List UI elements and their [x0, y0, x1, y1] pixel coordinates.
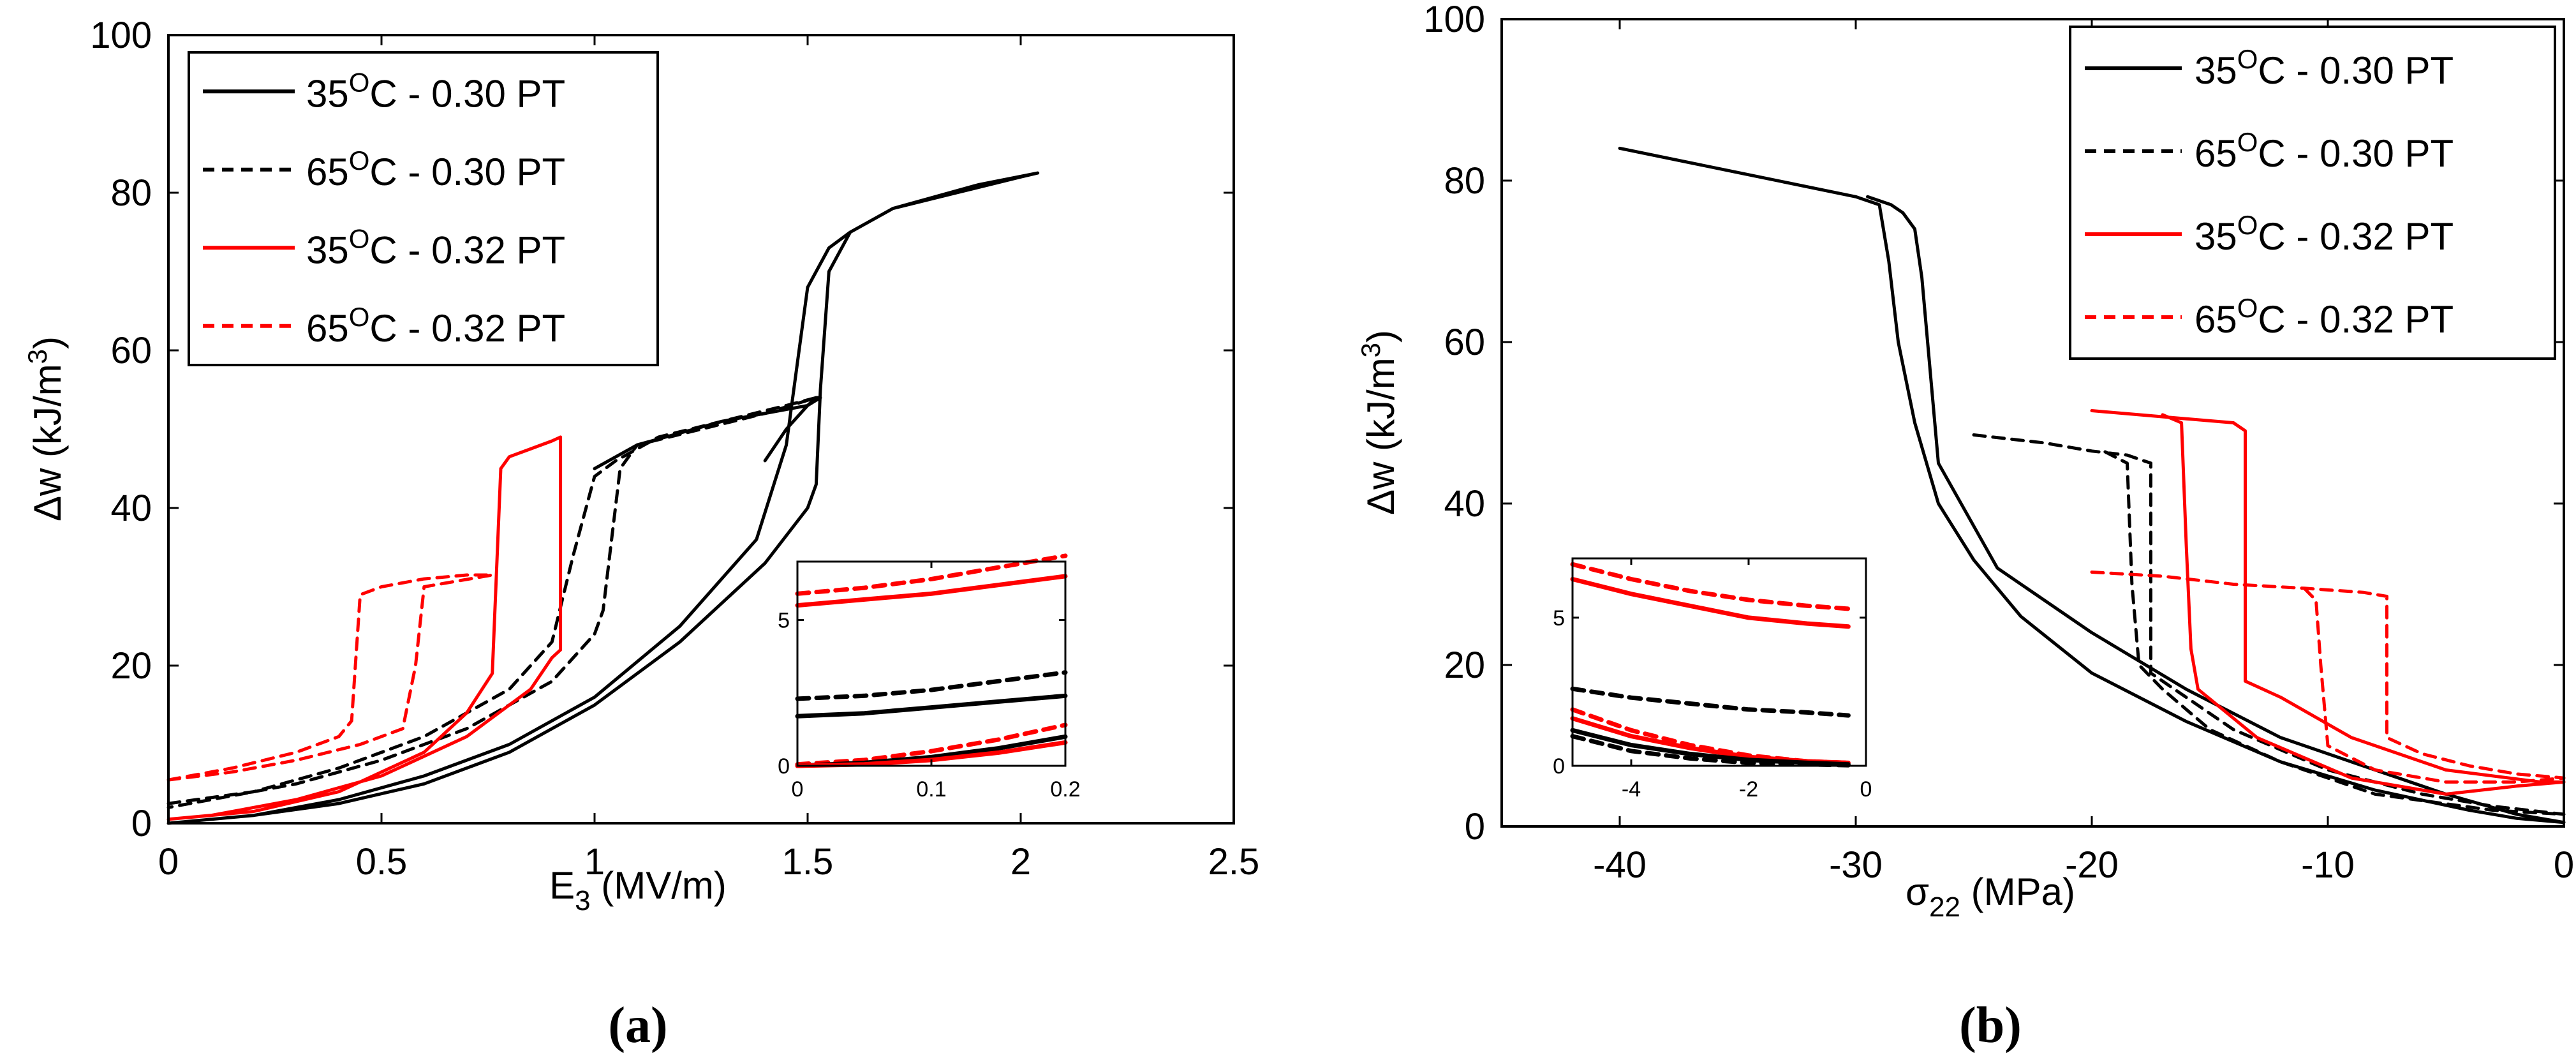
panel-b-legend: 35OC - 0.30 PT 65OC - 0.30 PT 35OC - 0.32 … — [2069, 26, 2556, 360]
panel-b-legend-box — [2069, 26, 2556, 360]
panel-b-x-tick-label: -10 — [2301, 844, 2355, 886]
panel-a-inset: 0 0.1 0.2 0 5 — [778, 553, 1081, 802]
panel-b-y-tick-label: 0 — [1465, 806, 1485, 847]
panel-a-inset-series-5 — [795, 722, 1068, 767]
panel-b-legend-entry-4: 65OC - 0.32 PT — [2195, 293, 2454, 341]
panel-a-ticks: 0 0.5 1 1.5 2 2.5 0 20 40 60 80 100 — [90, 15, 1259, 883]
panel-a-x-axis-label: E3 (MV/m) — [549, 864, 727, 916]
panel-a-inset-y-tick-label: 5 — [778, 608, 790, 632]
panel-a-legend-entry-2: 65OC - 0.30 PT — [306, 146, 565, 193]
panel-a-legend: 35OC - 0.30 PT 65OC - 0.30 PT 35OC - 0.32 … — [188, 51, 659, 366]
panel-b-inset-frame — [1571, 557, 1867, 767]
panel-a-inset-ticks: 0 0.1 0.2 0 5 — [778, 562, 1081, 802]
panel-a-x-tick-label: 0.5 — [356, 841, 408, 883]
panel-b-series-2 — [1972, 433, 2566, 816]
panel-a-inset-series-2 — [795, 574, 1068, 608]
panel-b-inset-series-7 — [1570, 734, 1851, 768]
panel-a-y-tick-label: 20 — [110, 645, 152, 687]
panel-a-inset-series-4 — [795, 693, 1068, 719]
panel-b-x-tick-label: -40 — [1593, 844, 1647, 886]
panel-a-label: (a) — [608, 997, 667, 1054]
panel-b-x-tick-label: -30 — [1829, 844, 1883, 886]
panel-a-inset-x-tick-label: 0.1 — [916, 777, 946, 802]
panel-b-series-3 — [2090, 409, 2566, 796]
panel-b-y-tick-label: 20 — [1444, 645, 1485, 686]
panel-a-legend-entry-4: 65OC - 0.32 PT — [306, 302, 565, 350]
panel-b-inset-series-6 — [1570, 728, 1851, 767]
panel-b-inset-ticks: -4 -2 0 0 5 — [1553, 558, 1872, 802]
panel-b-inset-y-tick-label: 5 — [1553, 606, 1565, 631]
panel-a-legend-box — [188, 51, 659, 366]
panel-b-series-1 — [1618, 146, 2566, 825]
panel-a-y-tick-label: 100 — [90, 15, 152, 56]
panel-a-series-1 — [167, 171, 1040, 825]
panel-a-x-tick-label: 2.5 — [1208, 841, 1260, 883]
panel-a-x-tick-label: 1 — [584, 841, 605, 883]
panel-a-legend-entry-3: 35OC - 0.32 PT — [306, 223, 565, 271]
panel-b-plot-frame — [1500, 18, 2565, 828]
panel-a-series-5 — [167, 573, 494, 782]
panel-a-y-tick-label: 0 — [131, 803, 152, 844]
panel-b-inset: -4 -2 0 0 5 — [1553, 557, 1872, 802]
panel-b-inset-x-tick-label: 0 — [1860, 777, 1872, 802]
panel-b-y-tick-label: 60 — [1444, 322, 1485, 363]
panel-a-series-2 — [593, 396, 822, 470]
panel-a-plot-frame — [167, 34, 1235, 825]
panel-a-series-3 — [167, 396, 818, 809]
panel-b-legend-entry-2: 65OC - 0.30 PT — [2195, 127, 2454, 175]
panel-a-chart: 0 0.5 1 1.5 2 2.5 0 20 40 60 80 100 E3 (MV/m) Δw (k… — [22, 15, 1259, 1054]
panel-a-y-tick-label: 60 — [110, 330, 152, 371]
panel-a-inset-x-tick-label: 0 — [792, 777, 804, 802]
panel-a-inset-y-tick-label: 0 — [778, 754, 790, 779]
panel-b-y-axis-label: Δw (kJ/m3) — [1356, 330, 1402, 515]
panel-b-inset-y-tick-label: 0 — [1553, 754, 1565, 779]
panel-a-series-4 — [167, 435, 563, 821]
panel-b-inset-x-tick-label: -2 — [1739, 777, 1758, 802]
panel-a-inset-series-3 — [795, 670, 1068, 701]
panel-b-x-tick-label: 0 — [2554, 844, 2574, 886]
panel-a-x-tick-label: 0 — [158, 841, 179, 883]
panel-b-y-tick-label: 100 — [1423, 0, 1485, 40]
panel-a-y-axis-label: Δw (kJ/m3) — [22, 336, 69, 521]
panel-b-label: (b) — [1959, 997, 2022, 1054]
panel-b-legend-entry-3: 35OC - 0.32 PT — [2195, 210, 2454, 258]
panel-b-x-tick-label: -20 — [2065, 844, 2119, 886]
panel-a-legend-entry-1: 35OC - 0.30 PT — [306, 67, 565, 115]
panel-a-x-tick-label: 1.5 — [782, 841, 834, 883]
panel-b-y-tick-label: 80 — [1444, 160, 1485, 202]
panel-b-series-group — [1618, 146, 2566, 825]
panel-a-inset-series-group — [795, 553, 1068, 768]
panel-a-x-tick-label: 2 — [1010, 841, 1031, 883]
panel-a-y-tick-label: 80 — [110, 172, 152, 214]
panel-b-inset-series-3 — [1570, 686, 1851, 718]
panel-b-y-tick-label: 40 — [1444, 483, 1485, 525]
panel-b-inset-x-tick-label: -4 — [1622, 777, 1641, 802]
panel-b-series-4 — [2090, 571, 2566, 784]
panel-a-inset-series-1 — [795, 553, 1068, 596]
panel-b-inset-series-2 — [1570, 577, 1851, 629]
panel-a-inset-x-tick-label: 0.2 — [1050, 777, 1080, 802]
panel-b-inset-series-group — [1570, 562, 1851, 768]
panel-a-y-tick-label: 40 — [110, 488, 152, 529]
panel-a-series-group — [167, 171, 1040, 825]
panel-b-x-axis-label: σ22 (MPa) — [1906, 870, 2075, 923]
panel-b-inset-series-1 — [1570, 562, 1851, 611]
panel-b-legend-entry-1: 35OC - 0.30 PT — [2195, 44, 2454, 92]
